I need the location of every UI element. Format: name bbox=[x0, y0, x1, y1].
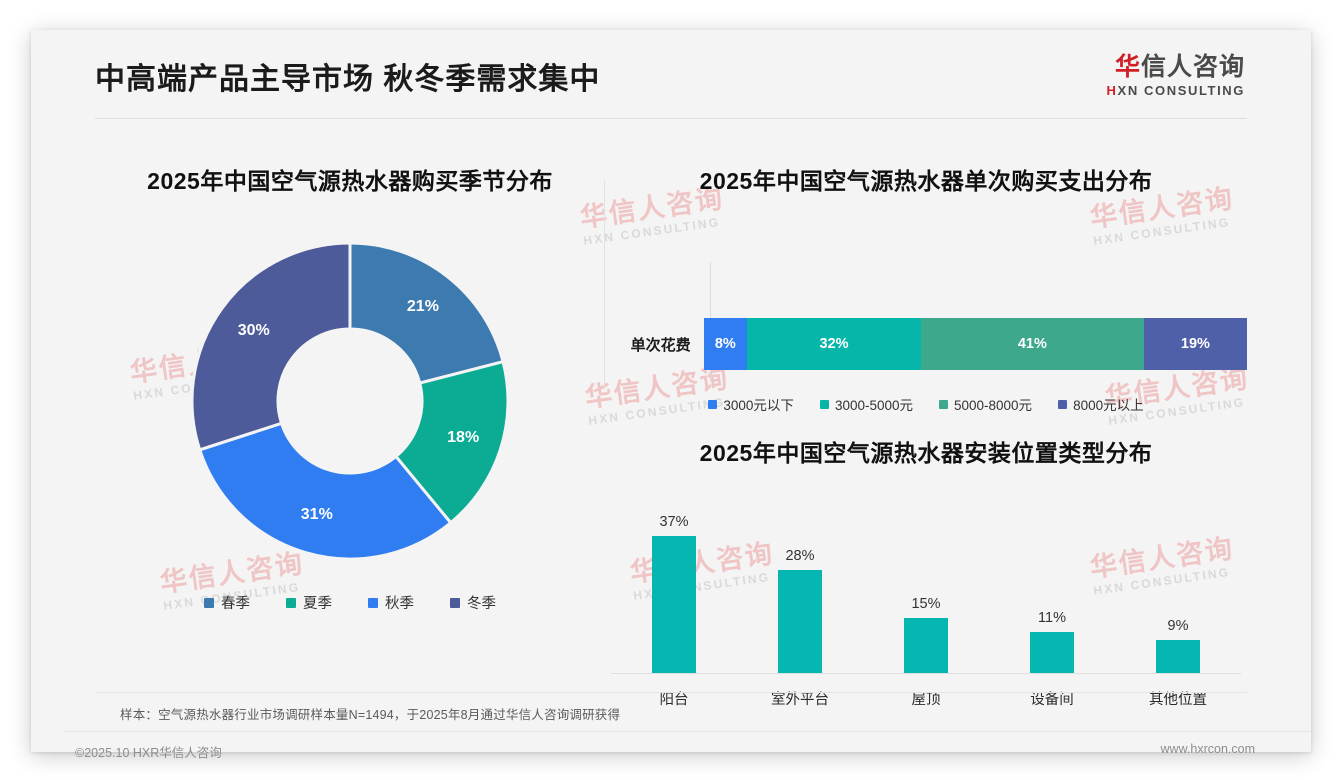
legend-label: 5000-8000元 bbox=[954, 398, 1033, 413]
column-bar-阳台[interactable] bbox=[652, 536, 696, 673]
legend-item-8000元以上[interactable]: 8000元以上 bbox=[1058, 394, 1144, 414]
stack-segment-5000-8000元[interactable]: 41% bbox=[920, 318, 1144, 370]
column-slot-设备间: 11% bbox=[989, 494, 1115, 673]
logo-english: HXN CONSULTING bbox=[1107, 82, 1245, 100]
chart-title-install: 2025年中国空气源热水器安装位置类型分布 bbox=[699, 440, 1153, 466]
legend-label: 秋季 bbox=[385, 596, 414, 612]
legend-swatch-icon bbox=[1058, 399, 1068, 409]
donut-graphic bbox=[185, 236, 515, 571]
slide-canvas: 华信人咨询 HXN CONSULTING 华信人咨询 HXN CONSULTIN… bbox=[31, 30, 1311, 760]
column-bar-屋顶[interactable] bbox=[904, 618, 948, 673]
legend-item-夏季[interactable]: 夏季 bbox=[286, 592, 332, 613]
column-slot-其他位置: 9% bbox=[1115, 494, 1241, 673]
donut-label-冬季: 30% bbox=[237, 322, 270, 340]
column-slot-屋顶: 15% bbox=[863, 494, 989, 673]
legend-item-春季[interactable]: 春季 bbox=[204, 592, 250, 613]
donut-hole bbox=[278, 329, 422, 473]
column-category-屋顶: 屋顶 bbox=[911, 692, 941, 708]
logo-chinese: 华信人咨询 bbox=[1107, 54, 1245, 80]
legend-label: 冬季 bbox=[467, 596, 496, 612]
legend-season: 春季 夏季 秋季 冬季 bbox=[95, 592, 605, 613]
column-value-label: 11% bbox=[1038, 610, 1066, 626]
slide-footer: ©2025.10 HXR华信人咨询 www.hxrcon.com bbox=[31, 742, 1311, 772]
logo-en-rest: XN CONSULTING bbox=[1117, 83, 1245, 99]
column-divider bbox=[604, 180, 605, 390]
column-value-label: 28% bbox=[785, 548, 815, 564]
right-column: 2025年中国空气源热水器单次购买支出分布 单次花费 8% 32% 41% 19% 3… bbox=[605, 162, 1248, 708]
logo-en-accent: H bbox=[1106, 83, 1118, 99]
column-chart-install: 37% 28% 15% 11% 9% 阳台 室外平台 屋顶 设备间 其他位置 bbox=[605, 494, 1247, 719]
stacked-bar-chart-spend: 单次花费 8% 32% 41% 19% 3000元以下 3000-5000元 5000-8… bbox=[605, 236, 1248, 416]
stack-segment-8000元以上[interactable]: 19% bbox=[1143, 318, 1248, 370]
column-category-其他位置: 其他位置 bbox=[1149, 692, 1207, 708]
legend-item-秋季[interactable]: 秋季 bbox=[368, 592, 414, 613]
legend-item-3000-5000元[interactable]: 3000-5000元 bbox=[819, 394, 913, 414]
header-divider bbox=[95, 118, 1247, 119]
stacked-bar-category-label: 单次花费 bbox=[630, 336, 691, 354]
legend-swatch-icon bbox=[819, 399, 829, 409]
column-slot-室外平台: 28% bbox=[737, 494, 863, 673]
column-chart-plot: 37% 28% 15% 11% 9% bbox=[611, 494, 1241, 674]
legend-item-3000元以下[interactable]: 3000元以下 bbox=[708, 394, 794, 414]
legend-swatch-icon bbox=[708, 399, 718, 409]
donut-label-夏季: 18% bbox=[447, 428, 480, 446]
legend-swatch-icon bbox=[450, 597, 460, 608]
footnote-divider bbox=[95, 692, 1247, 693]
column-bar-室外平台[interactable] bbox=[778, 570, 822, 673]
company-logo: 华信人咨询 HXN CONSULTING bbox=[1107, 54, 1245, 100]
column-bar-其他位置[interactable] bbox=[1156, 640, 1200, 673]
legend-swatch-icon bbox=[939, 399, 948, 409]
donut-chart-season: 21% 18% 31% 30% bbox=[95, 236, 605, 588]
column-category-设备间: 设备间 bbox=[1030, 692, 1074, 708]
legend-label: 春季 bbox=[221, 596, 250, 612]
footer-divider bbox=[63, 731, 1311, 732]
logo-cn-rest: 信人咨询 bbox=[1140, 53, 1245, 81]
donut-svg bbox=[190, 241, 510, 561]
column-value-label: 15% bbox=[911, 596, 941, 612]
column-chart-baseline bbox=[611, 673, 1241, 674]
column-bar-设备间[interactable] bbox=[1030, 632, 1074, 673]
legend-swatch-icon bbox=[204, 597, 214, 608]
stack-segment-3000元以下[interactable]: 8% bbox=[703, 318, 748, 370]
sample-footnote: 样本：空气源热水器行业市场调研样本量N=1494，于2025年8月通过华信人咨询… bbox=[120, 708, 621, 722]
chart-panel-season: 2025年中国空气源热水器购买季节分布 21% 18% 31% 30% 春季 夏季 秋季 冬… bbox=[95, 162, 605, 672]
column-value-label: 9% bbox=[1167, 618, 1189, 634]
slide-header: 中高端产品主导市场 秋冬季需求集中 华信人咨询 HXN CONSULTING bbox=[31, 30, 1311, 124]
copyright-text: ©2025.10 HXR华信人咨询 bbox=[75, 746, 222, 760]
website-url[interactable]: www.hxrcon.com bbox=[1160, 742, 1255, 756]
legend-label: 3000-5000元 bbox=[834, 398, 913, 413]
stack-segment-3000-5000元[interactable]: 32% bbox=[747, 318, 921, 370]
legend-item-5000-8000元[interactable]: 5000-8000元 bbox=[939, 394, 1032, 414]
chart-title-season: 2025年中国空气源热水器购买季节分布 bbox=[147, 168, 553, 194]
column-slot-阳台: 37% bbox=[611, 494, 737, 673]
chart-title-spend: 2025年中国空气源热水器单次购买支出分布 bbox=[699, 168, 1153, 194]
logo-cn-accent: 华 bbox=[1114, 53, 1141, 81]
donut-label-秋季: 31% bbox=[300, 506, 333, 524]
legend-label: 8000元以上 bbox=[1073, 398, 1144, 413]
stacked-bar-row: 单次花费 8% 32% 41% 19% bbox=[605, 318, 1248, 370]
column-bars: 37% 28% 15% 11% 9% bbox=[611, 494, 1241, 673]
legend-swatch-icon bbox=[368, 597, 378, 608]
stacked-bar-track: 8% 32% 41% 19% bbox=[703, 318, 1248, 370]
column-category-labels: 阳台 室外平台 屋顶 设备间 其他位置 bbox=[611, 674, 1241, 709]
legend-swatch-icon bbox=[286, 597, 296, 608]
legend-label: 3000元以下 bbox=[723, 398, 794, 413]
column-category-室外平台: 室外平台 bbox=[771, 692, 829, 708]
column-value-label: 37% bbox=[659, 514, 689, 530]
legend-spend: 3000元以下 3000-5000元 5000-8000元 8000元以上 bbox=[605, 394, 1247, 414]
donut-slice-夏季[interactable] bbox=[393, 359, 510, 525]
page-title: 中高端产品主导市场 秋冬季需求集中 bbox=[95, 63, 601, 96]
legend-item-冬季[interactable]: 冬季 bbox=[450, 592, 496, 613]
legend-label: 夏季 bbox=[303, 596, 332, 612]
donut-label-春季: 21% bbox=[406, 297, 439, 315]
column-category-阳台: 阳台 bbox=[659, 692, 689, 708]
